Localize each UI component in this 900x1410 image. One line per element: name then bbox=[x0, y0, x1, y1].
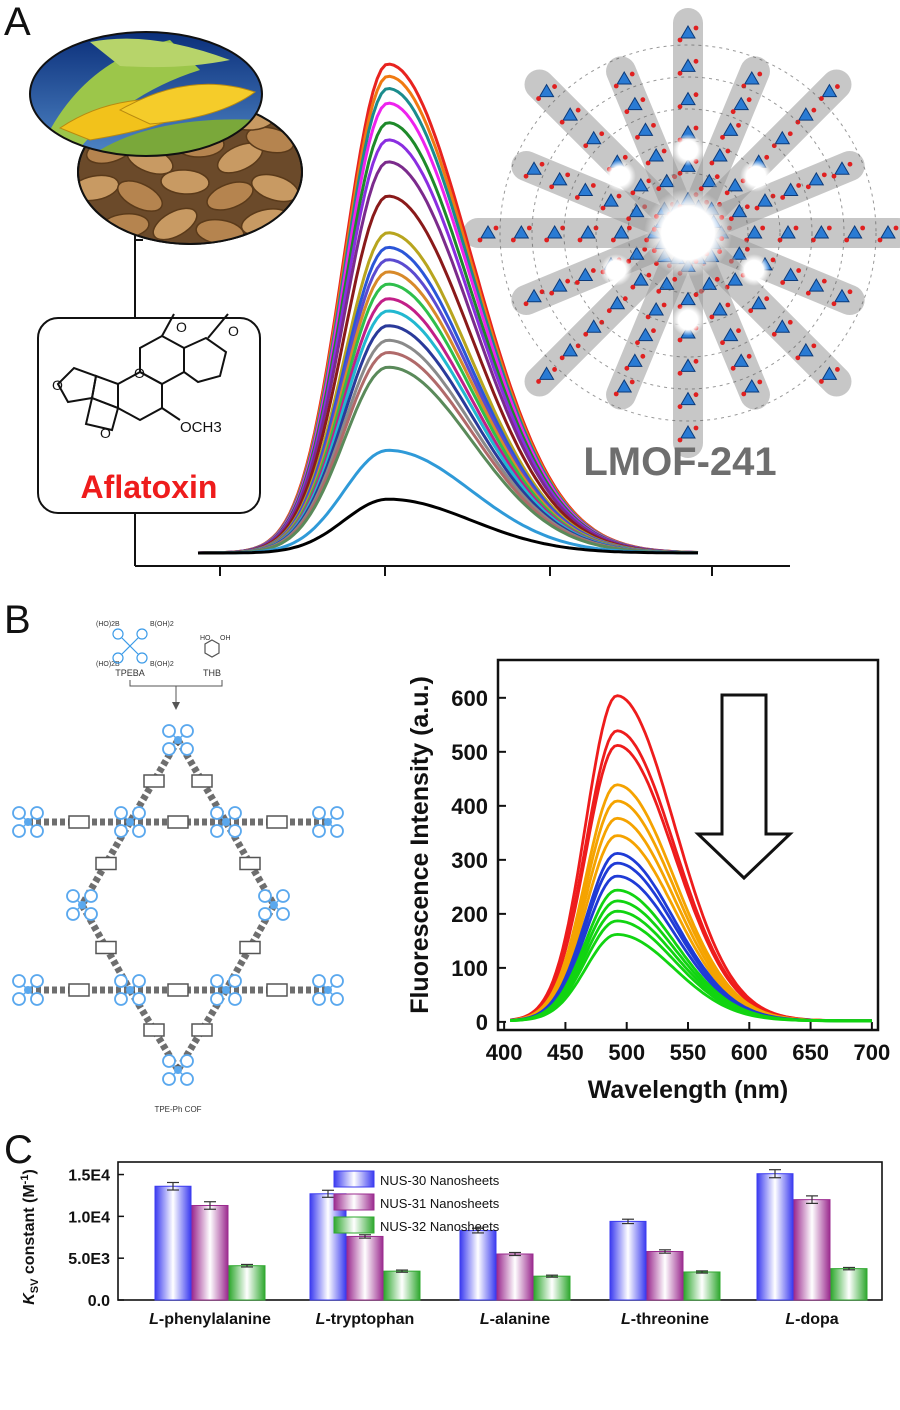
c-category-label: L-phenylalanine bbox=[149, 1311, 271, 1328]
b-x-tick-label: 600 bbox=[731, 1040, 768, 1065]
c-y-tick-label: 1.5E4 bbox=[68, 1168, 110, 1185]
c-bar bbox=[496, 1253, 534, 1301]
aflatoxin-structure-drawing bbox=[56, 313, 229, 432]
c-legend-label: NUS-30 Nanosheets bbox=[380, 1173, 500, 1188]
c-legend-swatch bbox=[333, 1170, 375, 1188]
cof-label: TPE-Ph COF bbox=[154, 1105, 201, 1114]
svg-text:(HO)2B: (HO)2B bbox=[96, 661, 120, 668]
c-y-tick-label: 5.0E3 bbox=[68, 1251, 110, 1268]
c-bar bbox=[191, 1204, 229, 1301]
thb-label: THB bbox=[203, 668, 221, 678]
b-x-tick-label: 700 bbox=[854, 1040, 891, 1065]
b-y-tick-label: 100 bbox=[451, 956, 488, 981]
c-legend-swatch bbox=[333, 1193, 375, 1211]
b-y-tick-label: 200 bbox=[451, 902, 488, 927]
c-category-label: L-dopa bbox=[785, 1311, 838, 1328]
b-x-tick-label: 550 bbox=[670, 1040, 707, 1065]
panel-b-chart: 400 450 500 550 600 650 700 0 100 200 300 400 500 600… bbox=[406, 658, 891, 1104]
c-bar bbox=[154, 1185, 192, 1301]
c-category-label: L-threonine bbox=[621, 1311, 709, 1328]
b-x-axis-label: Wavelength (nm) bbox=[588, 1076, 788, 1104]
c-bar bbox=[228, 1265, 266, 1301]
c-bar bbox=[609, 1220, 647, 1301]
svg-text:O: O bbox=[134, 365, 145, 381]
b-y-tick-label: 600 bbox=[451, 686, 488, 711]
svg-text:B(OH)2: B(OH)2 bbox=[150, 621, 174, 628]
c-bar bbox=[683, 1271, 721, 1301]
corn-photo bbox=[29, 31, 263, 157]
b-spectrum-line bbox=[510, 932, 872, 1023]
tpeba-label: TPEBA bbox=[115, 668, 145, 678]
svg-text:HO: HO bbox=[200, 635, 211, 642]
panel-a-chart: LMOF-241 O O O O O OCH3 Aflatoxin bbox=[29, 8, 900, 576]
b-y-axis-label: Fluorescence Intensity (a.u.) bbox=[406, 676, 434, 1014]
c-bar bbox=[346, 1235, 384, 1301]
c-category-label: L-tryptophan bbox=[316, 1311, 415, 1328]
c-legend-label: NUS-32 Nanosheets bbox=[380, 1219, 500, 1234]
lmof-structure-image bbox=[463, 8, 900, 458]
c-y-tick-label: 1.0E4 bbox=[68, 1209, 110, 1226]
b-y-tick-label: 400 bbox=[451, 794, 488, 819]
a-spectrum-line bbox=[198, 497, 698, 555]
panel-a-letter: A bbox=[4, 0, 31, 44]
lmof-label: LMOF-241 bbox=[583, 440, 776, 484]
b-x-tick-label: 450 bbox=[547, 1040, 584, 1065]
svg-text:(HO)2B: (HO)2B bbox=[96, 621, 120, 628]
methoxy-label: OCH3 bbox=[180, 419, 222, 436]
svg-text:O: O bbox=[100, 425, 111, 441]
c-category-label: L-alanine bbox=[480, 1311, 550, 1328]
c-bar bbox=[830, 1268, 868, 1301]
svg-text:O: O bbox=[52, 377, 63, 393]
c-bar bbox=[793, 1199, 831, 1301]
c-bar bbox=[533, 1275, 571, 1301]
aflatoxin-label: Aflatoxin bbox=[81, 469, 218, 505]
c-legend-swatch bbox=[333, 1216, 375, 1234]
cof-structure-drawing: TPEBA THB (HO)2B B(OH)2 (HO)2B B(OH)2 HO… bbox=[12, 621, 344, 1114]
svg-text:O: O bbox=[228, 323, 239, 339]
b-x-tick-label: 650 bbox=[792, 1040, 829, 1065]
panel-c-chart: 0.0 5.0E3 1.0E4 1.5E4 KSV constant (M-1) L-ph… bbox=[19, 1161, 883, 1328]
svg-text:O: O bbox=[176, 319, 187, 335]
c-bar bbox=[756, 1173, 794, 1301]
a-spectrum-line bbox=[198, 365, 698, 555]
b-y-tick-label: 500 bbox=[451, 740, 488, 765]
b-x-tick-label: 500 bbox=[608, 1040, 645, 1065]
c-y-axis-label: KSV constant (M-1) bbox=[19, 1169, 41, 1305]
b-y-tick-label: 300 bbox=[451, 848, 488, 873]
c-bar bbox=[459, 1230, 497, 1301]
panel-b-letter: B bbox=[4, 598, 31, 642]
aflatoxin-structure-box: O O O O O OCH3 Aflatoxin bbox=[37, 313, 261, 514]
c-bar bbox=[646, 1250, 684, 1301]
c-bar bbox=[383, 1270, 421, 1301]
decrease-arrow bbox=[694, 693, 794, 881]
c-legend-label: NUS-31 Nanosheets bbox=[380, 1196, 500, 1211]
c-bar bbox=[309, 1193, 347, 1301]
panel-c-letter: C bbox=[4, 1128, 33, 1172]
panel-a-spectra bbox=[197, 62, 699, 555]
b-x-tick-label: 400 bbox=[486, 1040, 523, 1065]
c-y-tick-label: 0.0 bbox=[88, 1293, 110, 1310]
svg-text:OH: OH bbox=[220, 635, 231, 642]
svg-text:B(OH)2: B(OH)2 bbox=[150, 661, 174, 668]
b-y-tick-label: 0 bbox=[476, 1010, 488, 1035]
